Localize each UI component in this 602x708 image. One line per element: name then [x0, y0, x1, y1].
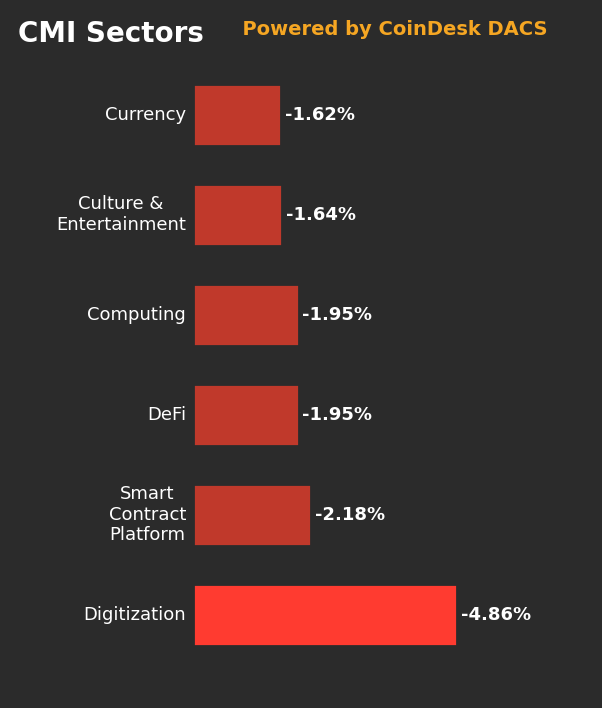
Text: -4.86%: -4.86% [461, 605, 531, 624]
Text: Culture &
Entertainment: Culture & Entertainment [56, 195, 186, 234]
Text: Computing: Computing [87, 306, 186, 324]
Bar [193, 583, 457, 646]
Text: -2.18%: -2.18% [315, 506, 385, 524]
Text: CMI Sectors: CMI Sectors [18, 20, 204, 48]
Text: -1.64%: -1.64% [285, 205, 356, 224]
Text: -1.95%: -1.95% [302, 306, 373, 324]
Text: -1.95%: -1.95% [302, 406, 373, 423]
Bar [193, 183, 282, 246]
Text: Digitization: Digitization [84, 605, 186, 624]
Bar [193, 384, 299, 445]
Text: -1.62%: -1.62% [285, 105, 355, 124]
Bar [193, 484, 311, 546]
Bar [193, 84, 281, 146]
Text: Smart
Contract
Platform: Smart Contract Platform [109, 485, 186, 544]
Text: Currency: Currency [105, 105, 186, 124]
Bar [193, 284, 299, 346]
Text: DeFi: DeFi [147, 406, 186, 423]
Text: Powered by CoinDesk DACS: Powered by CoinDesk DACS [229, 20, 547, 39]
